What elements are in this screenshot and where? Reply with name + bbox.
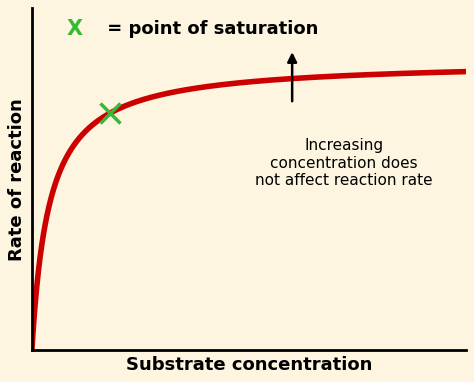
Text: X: X <box>66 19 83 39</box>
X-axis label: Substrate concentration: Substrate concentration <box>126 356 372 374</box>
Text: = point of saturation: = point of saturation <box>101 20 319 38</box>
Y-axis label: Rate of reaction: Rate of reaction <box>9 98 27 261</box>
Text: Increasing
concentration does
not affect reaction rate: Increasing concentration does not affect… <box>255 138 433 188</box>
